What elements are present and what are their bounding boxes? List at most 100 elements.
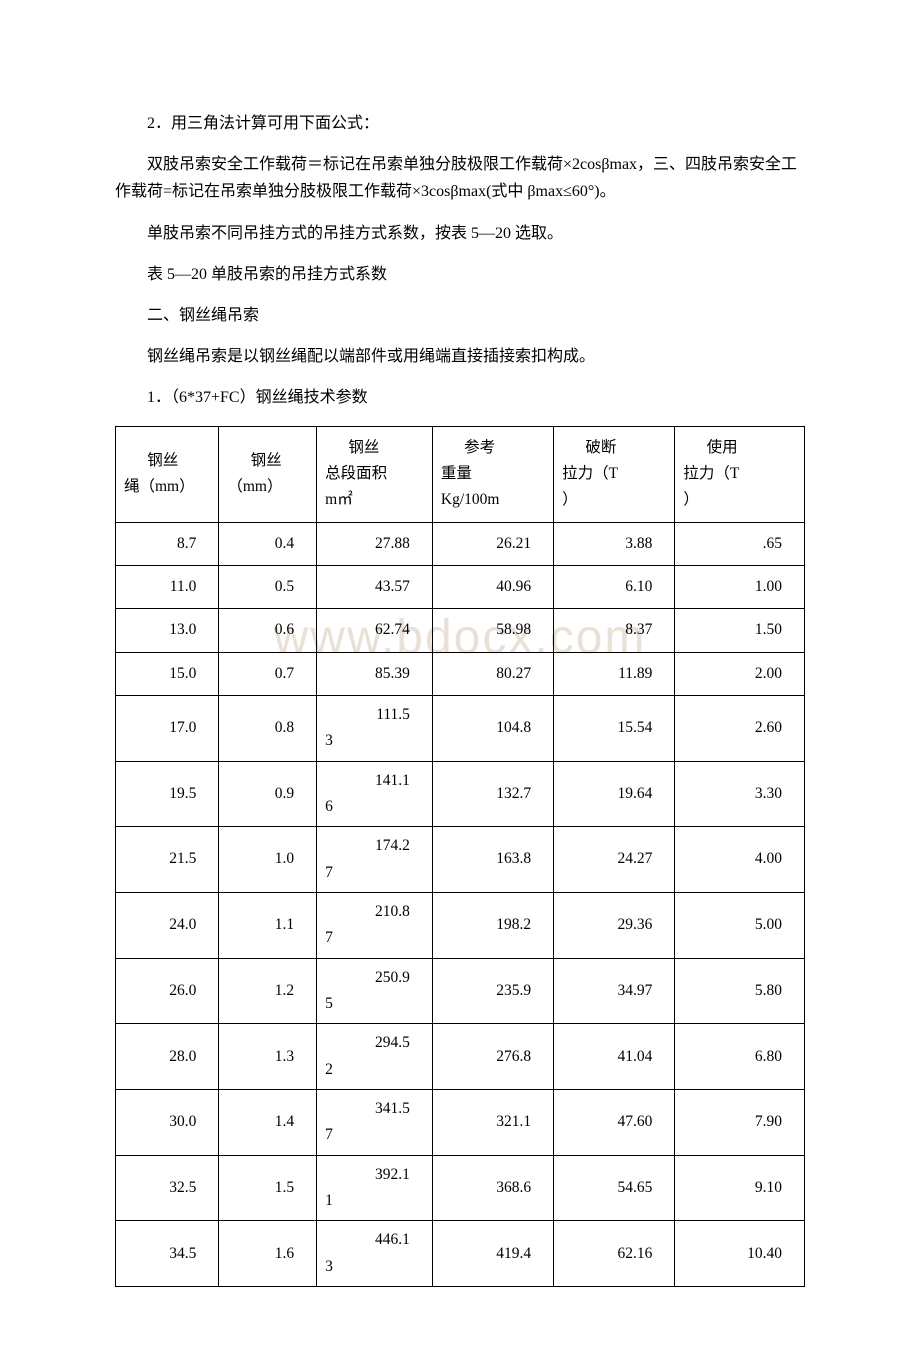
table-row: 28.01.3294.52276.841.046.80 (116, 1024, 805, 1090)
cell-reference-weight: 235.9 (432, 958, 553, 1024)
table-body: 8.70.427.8826.213.88.6511.00.543.5740.96… (116, 522, 805, 1287)
table-row: 8.70.427.8826.213.88.65 (116, 522, 805, 565)
cell-reference-weight: 419.4 (432, 1221, 553, 1287)
col-header-working-force: 使用 拉力（T ） (675, 426, 805, 522)
cell-wire-diameter: 0.8 (219, 695, 317, 761)
cell-rope-diameter: 30.0 (116, 1090, 219, 1156)
cell-total-area: 210.87 (317, 892, 433, 958)
cell-working-force: 10.40 (675, 1221, 805, 1287)
cell-total-area: 174.27 (317, 827, 433, 893)
cell-wire-diameter: 1.4 (219, 1090, 317, 1156)
cell-working-force: 1.50 (675, 609, 805, 652)
cell-breaking-force: 3.88 (554, 522, 675, 565)
cell-working-force: 2.00 (675, 652, 805, 695)
col-header-reference-weight: 参考 重量 Kg/100m (432, 426, 553, 522)
cell-total-area: 62.74 (317, 609, 433, 652)
cell-reference-weight: 58.98 (432, 609, 553, 652)
table-row: 11.00.543.5740.966.101.00 (116, 565, 805, 608)
cell-wire-diameter: 0.7 (219, 652, 317, 695)
cell-wire-diameter: 0.4 (219, 522, 317, 565)
cell-total-area: 141.16 (317, 761, 433, 827)
document-content: 2．用三角法计算可用下面公式： 双肢吊索安全工作载荷＝标记在吊索单独分肢极限工作… (115, 110, 805, 1287)
cell-working-force: 2.60 (675, 695, 805, 761)
table-row: 30.01.4341.57321.147.607.90 (116, 1090, 805, 1156)
cell-reference-weight: 26.21 (432, 522, 553, 565)
cell-rope-diameter: 24.0 (116, 892, 219, 958)
cell-rope-diameter: 26.0 (116, 958, 219, 1024)
cell-working-force: 3.30 (675, 761, 805, 827)
cell-wire-diameter: 1.2 (219, 958, 317, 1024)
cell-total-area: 27.88 (317, 522, 433, 565)
cell-reference-weight: 104.8 (432, 695, 553, 761)
cell-rope-diameter: 19.5 (116, 761, 219, 827)
cell-rope-diameter: 15.0 (116, 652, 219, 695)
cell-rope-diameter: 21.5 (116, 827, 219, 893)
paragraph-table-5-20-title: 表 5—20 单肢吊索的吊挂方式系数 (115, 261, 805, 288)
cell-working-force: 1.00 (675, 565, 805, 608)
cell-reference-weight: 132.7 (432, 761, 553, 827)
col-header-rope-diameter: 钢丝 绳（mm） (116, 426, 219, 522)
paragraph-formula-intro: 2．用三角法计算可用下面公式： (115, 110, 805, 137)
cell-reference-weight: 368.6 (432, 1155, 553, 1221)
table-row: 34.51.6446.13419.462.1610.40 (116, 1221, 805, 1287)
cell-breaking-force: 19.64 (554, 761, 675, 827)
cell-wire-diameter: 1.0 (219, 827, 317, 893)
cell-reference-weight: 80.27 (432, 652, 553, 695)
cell-total-area: 43.57 (317, 565, 433, 608)
cell-breaking-force: 41.04 (554, 1024, 675, 1090)
table-row: 19.50.9141.16132.719.643.30 (116, 761, 805, 827)
cell-wire-diameter: 0.9 (219, 761, 317, 827)
cell-wire-diameter: 1.1 (219, 892, 317, 958)
table-header-row: 钢丝 绳（mm） 钢丝 （mm） 钢丝 总段面积 m㎡ 参考 重量 (116, 426, 805, 522)
cell-total-area: 85.39 (317, 652, 433, 695)
paragraph-table-intro: 1．（6*37+FC）钢丝绳技术参数 (115, 384, 805, 411)
cell-total-area: 392.11 (317, 1155, 433, 1221)
col-header-wire-diameter: 钢丝 （mm） (219, 426, 317, 522)
paragraph-formula-body: 双肢吊索安全工作载荷＝标记在吊索单独分肢极限工作载荷×2cosβmax，三、四肢… (115, 151, 805, 205)
cell-working-force: 6.80 (675, 1024, 805, 1090)
cell-working-force: 7.90 (675, 1090, 805, 1156)
cell-rope-diameter: 11.0 (116, 565, 219, 608)
cell-wire-diameter: 0.5 (219, 565, 317, 608)
col-header-total-area: 钢丝 总段面积 m㎡ (317, 426, 433, 522)
cell-wire-diameter: 1.3 (219, 1024, 317, 1090)
paragraph-coeff-note: 单肢吊索不同吊挂方式的吊挂方式系数，按表 5—20 选取。 (115, 220, 805, 247)
cell-rope-diameter: 34.5 (116, 1221, 219, 1287)
table-row: 26.01.2250.95235.934.975.80 (116, 958, 805, 1024)
col-header-breaking-force: 破断 拉力（T ） (554, 426, 675, 522)
paragraph-wire-rope-desc: 钢丝绳吊索是以钢丝绳配以端部件或用绳端直接插接索扣构成。 (115, 343, 805, 370)
cell-breaking-force: 47.60 (554, 1090, 675, 1156)
cell-reference-weight: 40.96 (432, 565, 553, 608)
cell-breaking-force: 8.37 (554, 609, 675, 652)
section-heading-two: 二、钢丝绳吊索 (115, 302, 805, 329)
cell-rope-diameter: 8.7 (116, 522, 219, 565)
cell-breaking-force: 29.36 (554, 892, 675, 958)
table-row: 21.51.0174.27163.824.274.00 (116, 827, 805, 893)
cell-reference-weight: 163.8 (432, 827, 553, 893)
cell-reference-weight: 276.8 (432, 1024, 553, 1090)
table-row: 17.00.8111.53104.815.542.60 (116, 695, 805, 761)
cell-wire-diameter: 1.5 (219, 1155, 317, 1221)
cell-rope-diameter: 32.5 (116, 1155, 219, 1221)
table-row: 13.00.662.7458.988.371.50 (116, 609, 805, 652)
cell-breaking-force: 15.54 (554, 695, 675, 761)
cell-total-area: 446.13 (317, 1221, 433, 1287)
cell-breaking-force: 6.10 (554, 565, 675, 608)
cell-total-area: 250.95 (317, 958, 433, 1024)
cell-breaking-force: 62.16 (554, 1221, 675, 1287)
cell-reference-weight: 321.1 (432, 1090, 553, 1156)
cell-breaking-force: 11.89 (554, 652, 675, 695)
cell-breaking-force: 34.97 (554, 958, 675, 1024)
cell-rope-diameter: 17.0 (116, 695, 219, 761)
cell-working-force: 4.00 (675, 827, 805, 893)
cell-total-area: 111.53 (317, 695, 433, 761)
cell-rope-diameter: 13.0 (116, 609, 219, 652)
table-row: 32.51.5392.11368.654.659.10 (116, 1155, 805, 1221)
cell-total-area: 341.57 (317, 1090, 433, 1156)
cell-reference-weight: 198.2 (432, 892, 553, 958)
cell-rope-diameter: 28.0 (116, 1024, 219, 1090)
cell-total-area: 294.52 (317, 1024, 433, 1090)
cell-breaking-force: 24.27 (554, 827, 675, 893)
table-row: 24.01.1210.87198.229.365.00 (116, 892, 805, 958)
cell-working-force: 5.80 (675, 958, 805, 1024)
